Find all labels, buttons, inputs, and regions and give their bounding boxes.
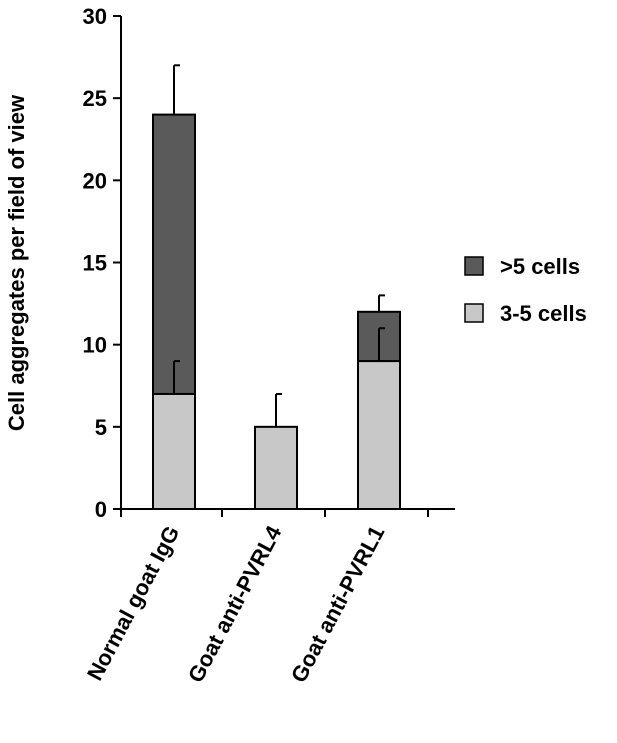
legend: >5 cells 3-5 cells — [464, 254, 587, 326]
y-tick-label: 0 — [95, 497, 107, 522]
x-category-label: Normal goat IgG — [82, 522, 184, 685]
y-tick-label: 20 — [83, 168, 107, 193]
bar-segment-3-5-cells — [152, 392, 196, 511]
y-tick-label: 10 — [83, 333, 107, 358]
legend-label: 3-5 cells — [500, 301, 587, 326]
x-category-label: Goat anti-PVRL1 — [286, 522, 390, 687]
y-axis-label: Cell aggregates per field of view — [4, 94, 29, 431]
bar-segment-3-5-cells — [357, 360, 401, 510]
y-tick-label: 15 — [83, 251, 107, 276]
bar-segment-3-5-cells — [254, 425, 298, 511]
y-tick-label: 25 — [83, 86, 107, 111]
bar-segment-gt5-cells — [152, 113, 196, 395]
x-category-label: Goat anti-PVRL4 — [183, 521, 287, 687]
y-tick-label: 5 — [95, 415, 107, 440]
legend-swatch — [464, 256, 484, 276]
legend-label: >5 cells — [500, 254, 580, 279]
y-tick-label: 30 — [83, 4, 107, 29]
legend-swatch — [464, 303, 484, 323]
